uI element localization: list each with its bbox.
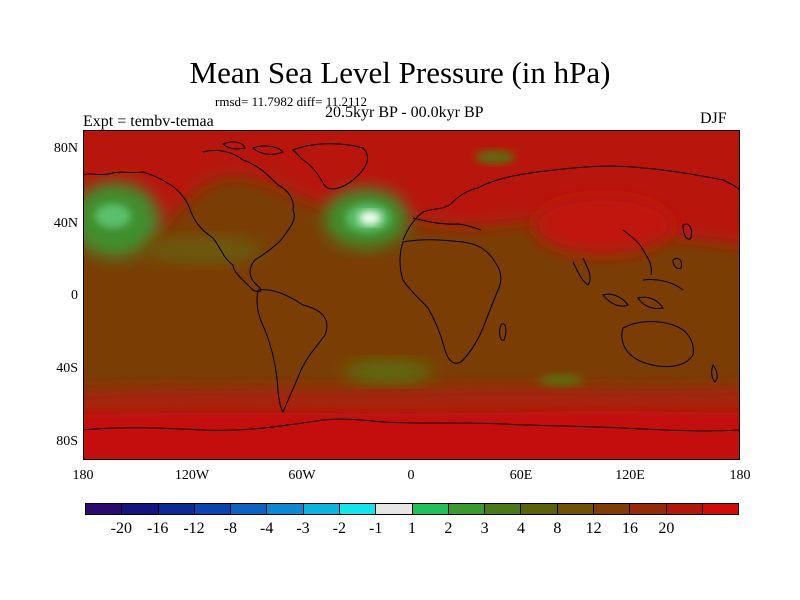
colorbar-swatch [231,504,268,514]
colorbar-swatch [521,504,558,514]
colorbar-label: 3 [480,520,489,537]
colorbar-label: 8 [553,520,562,537]
page-title: Mean Sea Level Pressure (in hPa) [189,55,611,90]
season-label: DJF [700,110,727,127]
madagascar-coast [499,323,507,341]
europe-asia-coast [402,165,740,291]
y-tick-label: 40N [53,216,78,231]
japan-coast [682,223,692,240]
colorbar-label: -4 [259,520,274,537]
colorbar-label: -16 [146,520,169,537]
australia-coast [621,321,694,368]
east-pacific-olive [143,236,263,264]
period-label: 20.5kyr BP - 00.0kyr BP [325,104,484,121]
y-tick-label: 80N [53,141,78,156]
x-tick-label: 60E [509,468,533,483]
colorbar-swatch [448,504,486,514]
colorbar-label: -2 [332,520,346,537]
africa-coast [399,239,502,364]
north-america-coast [83,149,295,293]
coastlines [83,141,740,432]
colorbar-swatch [303,504,340,514]
colorbar-label: -8 [223,520,237,537]
colorbar-label: -12 [183,520,205,537]
antarctica-coast [83,418,740,432]
x-tick-label: 120W [174,468,210,483]
south-atlantic-olive [343,360,433,384]
colorbar-swatch [412,504,449,514]
colorbar-label: 20 [658,520,675,537]
y-tick-label: 40S [56,361,78,376]
colorbar-swatch [158,504,195,514]
stats-label: rmsd= 11.7982 diff= 11.2112 [215,94,368,109]
arctic-olive-patch [475,150,515,164]
indian-ocean-olive [539,374,583,386]
colorbar [85,503,739,515]
north-red-region [83,130,740,250]
map-frame [83,130,740,460]
colorbar-label: 2 [444,520,453,537]
colorbar-label: -3 [296,520,310,537]
east-asia-high [533,195,673,255]
colorbar-swatch [376,504,413,514]
greenland-coast [292,143,368,190]
colorbar-swatch [122,504,159,514]
y-tick-label: 0 [71,288,78,303]
x-tick-label: 120E [615,468,645,483]
south-america-coast [256,289,328,414]
antarctic-red-core [83,411,740,460]
experiment-label: Expt = tembv-temaa [83,113,214,130]
colorbar-swatch [339,504,377,514]
colorbar-swatch [267,504,304,514]
colorbar-label: 4 [517,520,525,537]
arctic-islands [222,141,284,155]
colorbar-swatch [557,504,594,514]
y-tick-label: 80S [56,434,78,449]
colorbar-label: -1 [368,520,383,537]
colorbar-swatch [666,504,703,514]
colorbar-label: -20 [110,520,132,537]
colorbar-swatch [485,504,522,514]
colorbar-swatch [86,504,123,514]
mediterranean-coast [412,217,482,231]
colorbar-swatch [702,504,739,514]
colorbar-swatch [630,504,667,514]
x-tick-label: 180 [729,468,751,483]
x-tick-label: 0 [407,468,415,483]
atlantic-low-core [359,211,381,225]
x-tick-label: 180 [72,468,94,483]
new-zealand-coast [711,364,718,383]
colorbar-swatch [593,504,631,514]
x-tick-label: 60W [288,468,316,483]
pressure-map [83,130,740,460]
colorbar-label: 16 [622,520,638,537]
colorbar-swatch [194,504,232,514]
pacific-low-inner [95,204,131,228]
colorbar-label: 12 [585,520,602,537]
colorbar-label: 1 [408,520,416,537]
southeast-asia-islands [602,257,682,309]
